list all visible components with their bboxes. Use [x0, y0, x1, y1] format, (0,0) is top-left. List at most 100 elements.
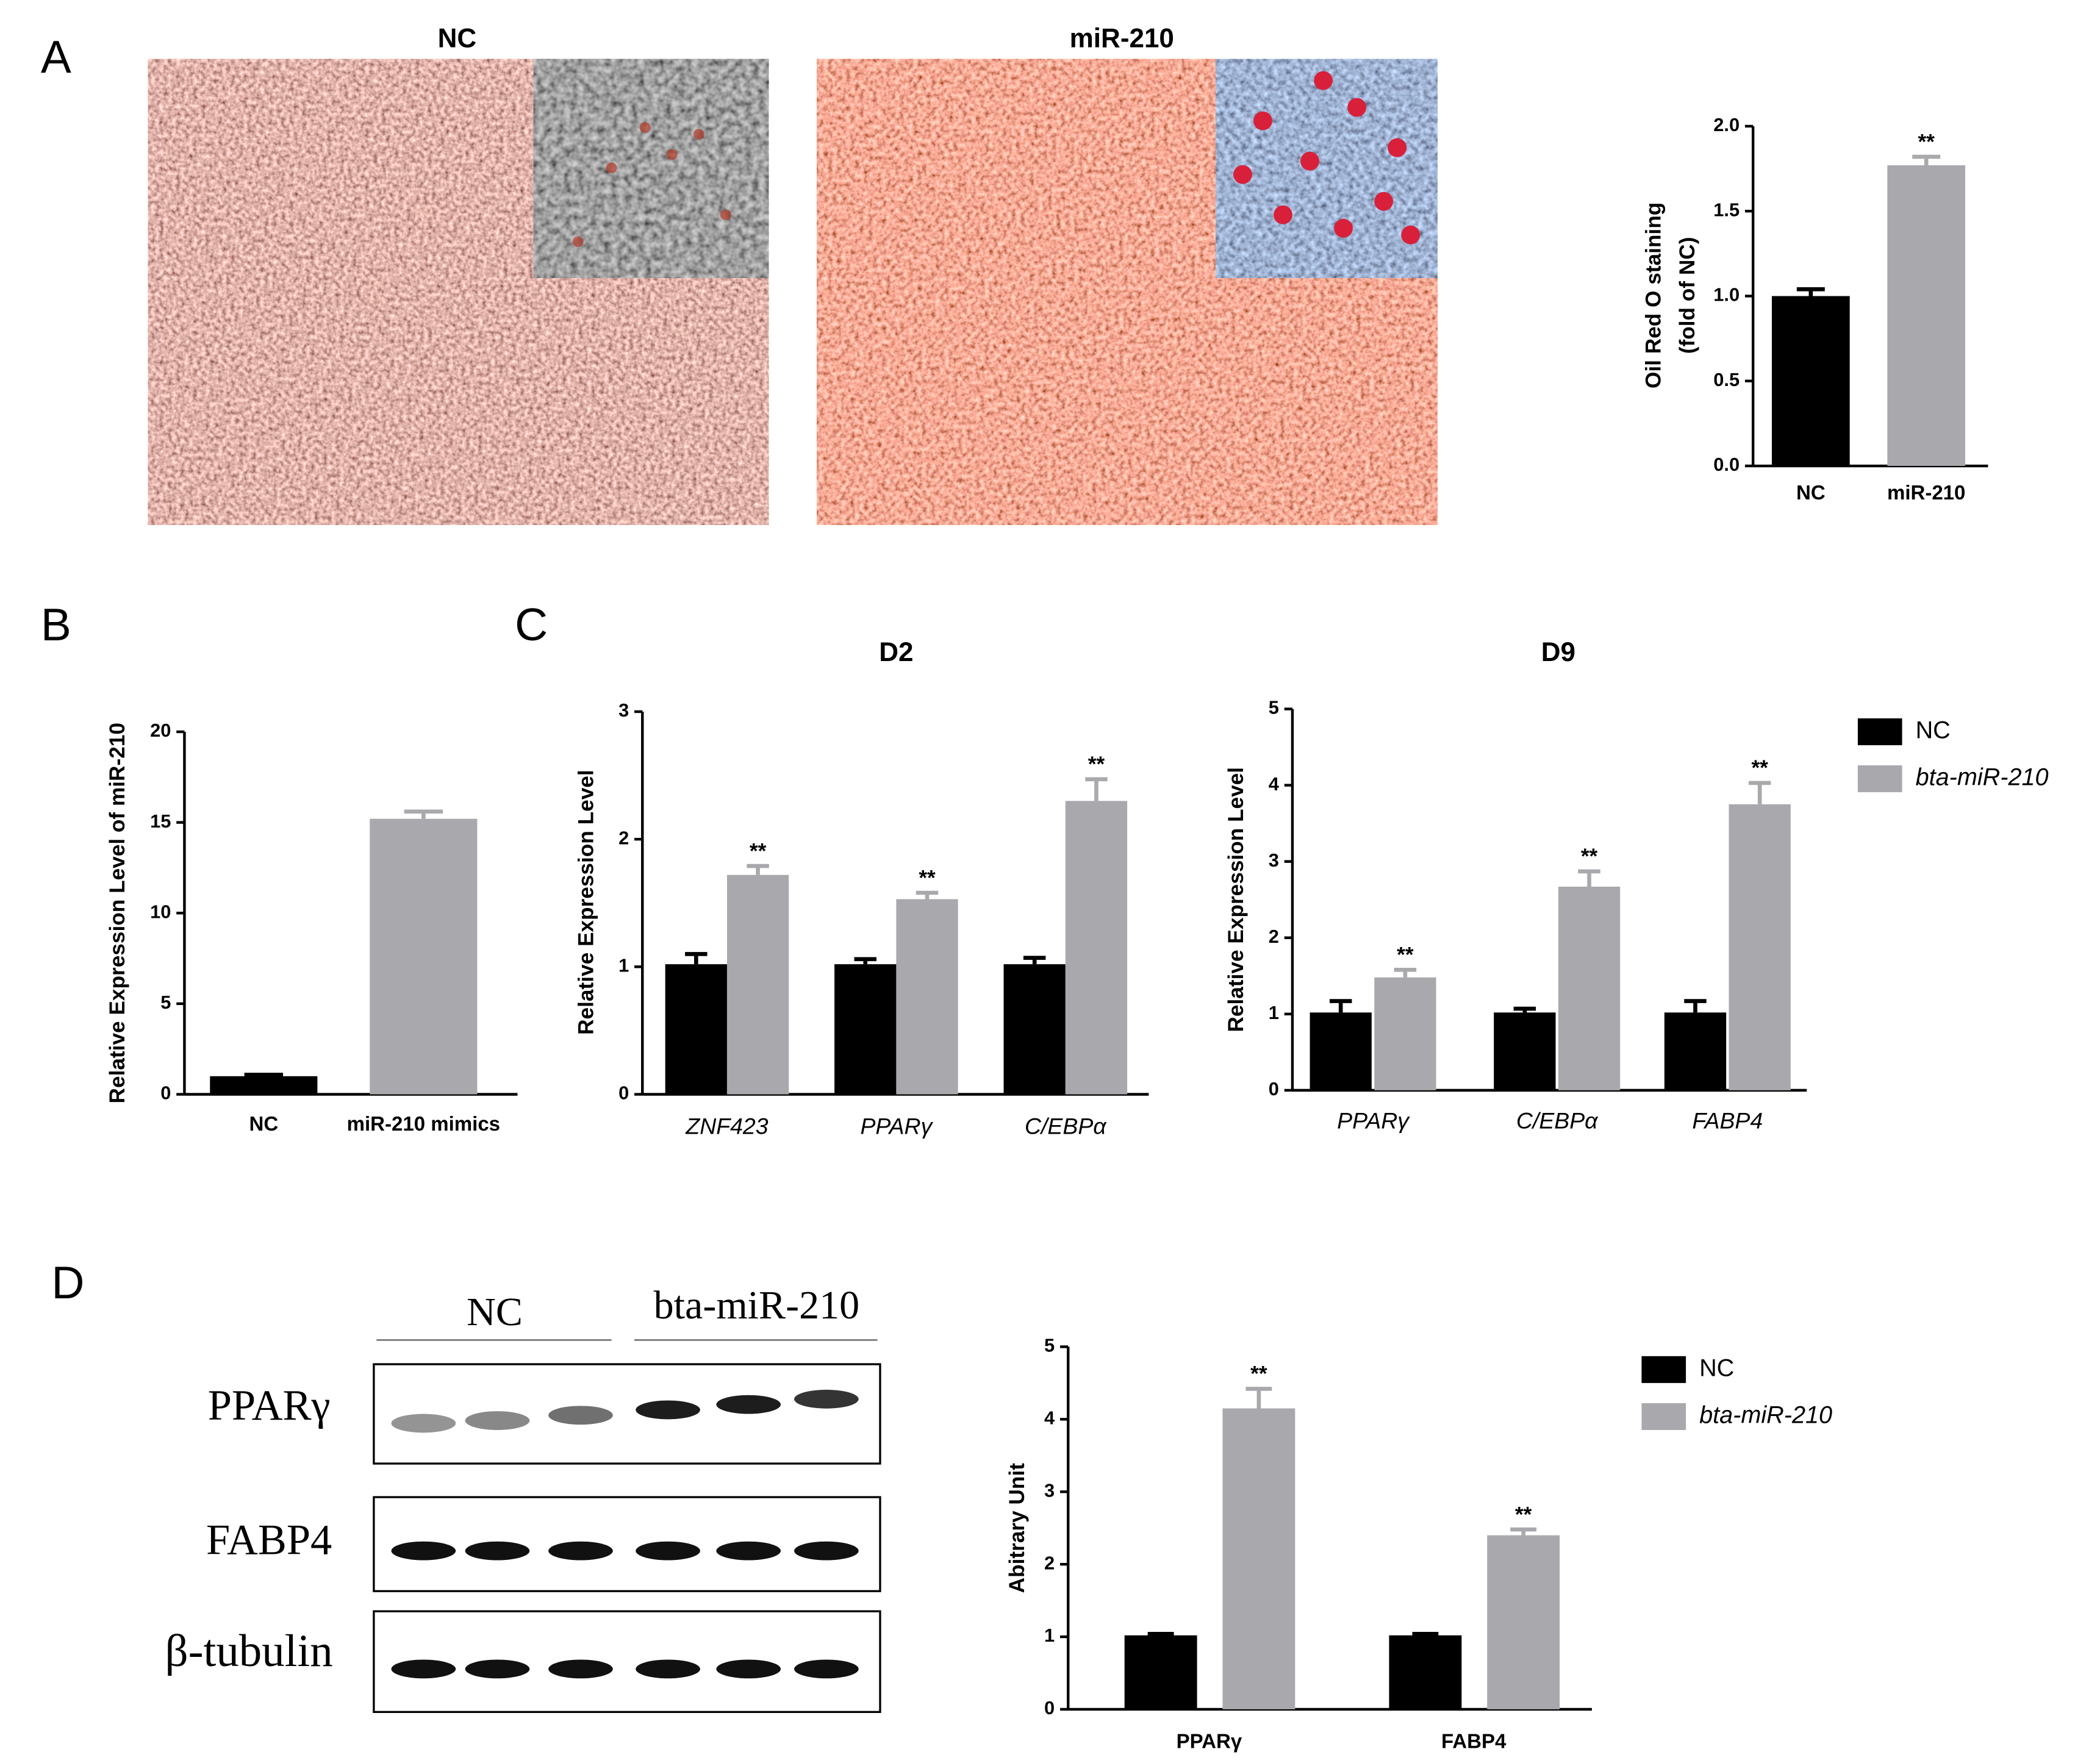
blot-band — [548, 1406, 613, 1425]
legend-swatch — [1857, 718, 1902, 746]
legend-label: NC — [1916, 717, 1951, 743]
y-tick-label: 1 — [1269, 1002, 1279, 1023]
blot-group: NC — [467, 1290, 523, 1334]
bar — [1389, 1635, 1462, 1709]
y-tick-label: 3 — [618, 699, 629, 721]
blot-band — [794, 1389, 859, 1409]
x-tick-label: ZNF423 — [685, 1113, 768, 1139]
y-tick-label: 2 — [1269, 926, 1279, 947]
lipid-droplet — [1233, 165, 1252, 184]
bar — [1374, 977, 1436, 1090]
error-bar — [244, 1073, 284, 1077]
lipid-droplet — [1253, 111, 1272, 131]
lipid-droplet — [572, 236, 584, 248]
legend-swatch — [1641, 1356, 1686, 1383]
bar — [834, 964, 897, 1095]
blot-band — [391, 1541, 456, 1561]
blot-box — [373, 1610, 881, 1713]
y-axis-label: Relative Expression Level — [574, 770, 598, 1035]
bar — [370, 818, 478, 1095]
y-tick-label: 1 — [618, 954, 629, 976]
legend-label: bta-miR-210 — [1916, 764, 2049, 791]
x-tick-label: miR-210 — [1887, 481, 1965, 504]
y-tick-label: 1.5 — [1713, 199, 1740, 220]
blot-band — [548, 1659, 613, 1679]
error-bar — [1684, 999, 1707, 1013]
protein-label: PPARγ — [208, 1382, 331, 1429]
blot-band — [548, 1541, 613, 1561]
legend-swatch — [1641, 1403, 1686, 1430]
panel-label: A — [41, 31, 71, 82]
bar — [1310, 1012, 1372, 1090]
y-tick-label: 0 — [1269, 1078, 1279, 1100]
lipid-droplet — [1388, 138, 1407, 157]
y-tick-label: 4 — [1269, 773, 1279, 795]
error-bar — [1147, 1631, 1174, 1636]
blot-band — [794, 1659, 859, 1679]
chart-title: D2 — [879, 637, 913, 667]
lipid-droplet — [1274, 205, 1292, 224]
x-tick-label: NC — [249, 1112, 278, 1135]
bar — [1664, 1012, 1727, 1090]
y-tick-label: 0 — [1044, 1697, 1055, 1718]
x-tick-label: miR-210 mimics — [347, 1112, 500, 1135]
x-tick-label: PPARγ — [1337, 1108, 1410, 1134]
blot-band — [391, 1414, 456, 1433]
significance: ** — [1397, 943, 1414, 967]
bar — [896, 899, 958, 1095]
bar — [1558, 886, 1621, 1090]
x-tick-label: C/EBPα — [1516, 1108, 1599, 1134]
y-tick-label: 3 — [1044, 1479, 1055, 1501]
y-tick-label: 5 — [160, 992, 171, 1013]
x-tick-label: NC — [1796, 481, 1826, 504]
error-bar — [1245, 1387, 1272, 1409]
chart-title: D9 — [1541, 637, 1575, 667]
blot-group: bta-miR-210 — [654, 1283, 860, 1328]
bar — [1487, 1535, 1560, 1709]
lipid-droplet — [1300, 151, 1319, 171]
bar — [1494, 1012, 1556, 1090]
error-bar — [1912, 154, 1941, 166]
bar — [1065, 801, 1128, 1095]
y-tick-label: 1.0 — [1713, 284, 1740, 306]
significance: ** — [919, 866, 936, 890]
error-bar — [916, 890, 939, 899]
micrograph-title: miR-210 — [1070, 24, 1174, 54]
x-tick-label: C/EBPα — [1025, 1113, 1107, 1139]
error-bar — [1513, 1006, 1536, 1013]
micrograph-title: NC — [438, 24, 477, 54]
blot-band — [636, 1659, 700, 1679]
error-bar — [404, 809, 443, 819]
y-tick-label: 0 — [160, 1082, 171, 1104]
error-bar — [1023, 956, 1046, 965]
error-bar — [854, 957, 876, 965]
y-axis-label: Relative Expression Level — [1224, 767, 1248, 1032]
significance: ** — [1088, 753, 1105, 776]
error-bar — [1085, 777, 1108, 801]
error-bar — [1796, 287, 1825, 296]
y-axis-label: Abitrary Unit — [1005, 1463, 1029, 1593]
blot-band — [391, 1659, 456, 1679]
bar — [210, 1076, 318, 1095]
y-tick-label: 15 — [150, 810, 171, 832]
y-tick-label: 20 — [150, 720, 171, 741]
x-tick-label: FABP4 — [1441, 1730, 1507, 1753]
y-tick-label: 0 — [618, 1082, 629, 1104]
panel-label: D — [51, 1257, 84, 1308]
error-bar — [1412, 1631, 1439, 1636]
bar — [726, 874, 789, 1095]
y-axis-label: (fold of NC) — [1675, 237, 1699, 354]
bar — [665, 964, 727, 1095]
lipid-droplet — [1374, 191, 1394, 211]
blot-band — [794, 1541, 859, 1561]
blot-box — [373, 1496, 881, 1592]
significance: ** — [1751, 756, 1768, 780]
legend-swatch — [1857, 765, 1902, 793]
protein-label: β-tubulin — [165, 1626, 333, 1676]
lipid-droplet — [666, 149, 678, 160]
y-tick-label: 0.0 — [1713, 454, 1740, 475]
panel-label: C — [515, 599, 548, 650]
blot-band — [716, 1395, 781, 1414]
layout — [147, 58, 1439, 1713]
